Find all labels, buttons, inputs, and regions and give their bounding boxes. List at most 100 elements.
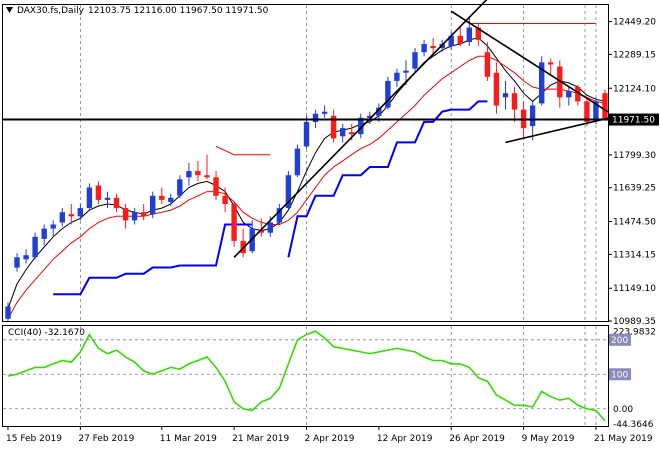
chart-symbol: DAX30.fs,Daily [17,6,85,16]
y-tick-label: 11799.30 [613,151,656,161]
candle-body [68,214,74,217]
trendlines [3,0,609,258]
candle-body [267,222,273,233]
y-tick-label: 11639.25 [613,184,656,194]
dropdown-arrow-icon [6,7,13,13]
candle-body [150,195,156,215]
candle-body [475,27,481,40]
candle-body [23,255,29,260]
candle-body [421,44,427,53]
candle-body [358,117,364,135]
candle-body [321,111,328,114]
x-tick-label: 12 Apr 2019 [377,434,433,444]
candle-body [303,121,310,147]
cci-level-box [609,333,631,346]
y-tick-label: 12449.20 [613,18,656,28]
candle-body [14,257,20,268]
candle-body [330,115,337,139]
candle-body [457,35,463,44]
trendline-0 [233,0,488,258]
price-label-box [609,113,659,126]
candle-body [502,93,509,98]
candle-body [493,72,500,106]
candle-body [575,87,581,102]
candle-body [430,46,436,49]
cci-label: CCI(40) -32.1670 [8,328,85,338]
cci-tick-label: 0.00 [613,405,633,415]
candle-body [340,128,346,137]
grid-layer [3,5,608,426]
candle-body [539,62,545,104]
cci-level-label: 200 [611,336,628,346]
candle-body [104,197,111,200]
candle-body [294,148,301,176]
y-tick-label: 10989.35 [613,317,656,327]
x-tick-label: 11 Mar 2019 [160,434,217,444]
cci-panel-frame [2,325,609,427]
candle-body [566,91,572,98]
candle-body [86,187,93,208]
candle-body [186,171,192,178]
x-tick-label: 2 Apr 2019 [305,434,355,444]
indicator-line-1 [7,55,606,320]
candle-body [222,195,228,204]
cci-tick-label: 223.9832 [613,328,656,338]
indicator-line-2 [53,100,488,296]
candle-body [168,197,174,202]
x-tick-label: 15 Feb 2019 [6,434,62,444]
candle-body [394,72,400,81]
candle-body [141,212,147,217]
candle-body [466,27,472,42]
y-tick-label: 11314.15 [613,250,656,260]
candle-body [258,230,264,233]
price-label: 11971.50 [612,116,655,126]
indicator-line-3 [215,10,596,156]
candle-body [376,107,382,116]
y-tick-label: 11149.10 [613,284,656,294]
candle-body [41,228,47,239]
axes: 12449.2012289.1512124.1011964.0511799.30… [6,18,659,444]
y-tick-label: 12124.10 [613,84,656,94]
indicator-lines [7,10,606,320]
candle-body [131,212,138,221]
chart-header: DAX30.fs,Daily 12103.75 12116.00 11967.5… [6,6,269,16]
candle-body [548,62,554,65]
y-tick-label: 12289.15 [613,50,656,60]
candle-body [50,224,56,229]
candle-body [231,204,237,241]
candle-body [177,179,183,196]
candle-body [557,66,563,98]
candle-body [113,197,120,209]
candle-body [484,52,491,77]
candle-body [285,175,292,208]
candle-body [32,236,38,258]
main-panel-frame [2,4,609,322]
y-tick-label: 11474.50 [613,217,656,227]
candle-body [312,113,319,122]
candle-body [122,208,129,221]
candle-body [59,212,65,223]
candle-body [403,70,409,73]
candle-body [593,101,599,120]
candle-body [77,208,83,217]
candle-body [412,52,418,69]
candle-body [159,195,165,200]
cci-tick-label: -44.3646 [613,420,654,430]
candle-body [195,171,201,176]
candle-body [448,35,454,47]
candle-body [602,93,608,120]
cci-level-box [609,368,631,381]
candle-body [529,105,536,126]
candle-body [213,177,219,196]
chart-ohlc: 12103.75 12116.00 11967.50 11971.50 [88,6,269,16]
cci-line-0 [7,330,606,422]
cci-level-label: 100 [611,370,628,380]
trendline-1 [450,10,609,113]
candle-body [367,115,373,118]
candle-body [584,101,590,122]
candle-body [276,208,283,223]
trendline-2 [505,117,609,144]
x-tick-label: 21 May 2019 [594,434,653,444]
